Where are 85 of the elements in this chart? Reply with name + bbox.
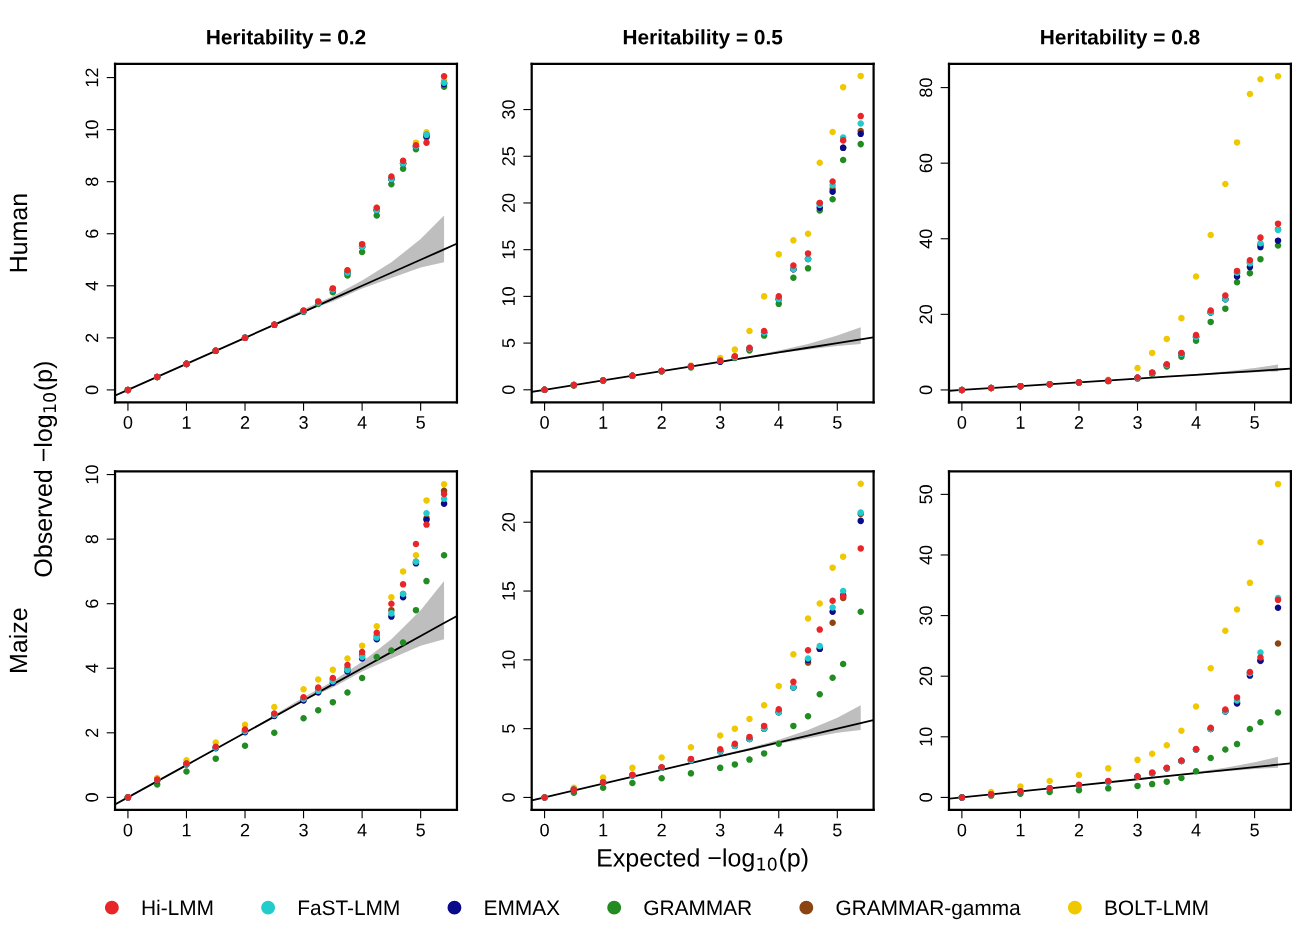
- x-tick-label: 1: [182, 416, 191, 429]
- legend-label: Hi-LMM: [142, 899, 213, 915]
- y-tick-label: 20: [502, 193, 515, 213]
- x-tick-label: 2: [657, 823, 666, 837]
- y-tick-label: 4: [85, 663, 99, 673]
- y-tick-label: 6: [85, 599, 99, 608]
- x-tick-label: 1: [599, 416, 608, 429]
- y-tick-label: 20: [502, 512, 515, 532]
- x-tick-label: 0: [540, 416, 549, 429]
- y-tick-label: 10: [85, 465, 99, 484]
- x-tick-label: 4: [357, 823, 367, 837]
- legend-label: EMMAX: [485, 900, 560, 915]
- legend-label: GRAMMAR: [644, 900, 752, 916]
- y-tick-label: 12: [85, 68, 99, 87]
- y-tick-label: 25: [502, 146, 515, 166]
- x-tick-label: 1: [182, 823, 191, 837]
- x-tick-label: 2: [240, 823, 250, 837]
- y-axis-title: Maize: [8, 608, 28, 672]
- legend-label: GRAMMAR-gamma: [836, 900, 1021, 920]
- x-tick-label: 5: [833, 416, 842, 429]
- x-tick-label: 2: [1074, 823, 1084, 837]
- x-tick-label: 2: [240, 416, 250, 429]
- x-tick-label: 2: [1074, 416, 1084, 429]
- x-tick-label: 0: [123, 416, 133, 429]
- y-tick-label: 5: [502, 724, 515, 733]
- y-tick-label: 30: [919, 606, 933, 625]
- y-tick-label: 20: [919, 666, 933, 686]
- y-tick-label: 10: [502, 287, 515, 306]
- x-tick-label: 4: [774, 823, 784, 837]
- y-tick-label: 60: [919, 153, 933, 173]
- legend-label: BOLT-LMM: [1105, 900, 1208, 916]
- y-tick-label: 10: [919, 727, 933, 746]
- y-tick-label: 0: [85, 385, 99, 395]
- y-tick-label: 40: [919, 545, 933, 565]
- y-tick-label: 8: [85, 534, 99, 544]
- x-tick-label: 0: [957, 823, 967, 837]
- x-tick-label: 5: [1250, 416, 1259, 429]
- x-tick-label: 5: [416, 823, 425, 837]
- y-tick-label: 80: [919, 78, 933, 97]
- y-tick-label: 30: [502, 100, 515, 119]
- y-tick-label: 15: [502, 581, 515, 600]
- x-axis-title: Expected −log$_{10}$(p): [598, 848, 808, 872]
- y-tick-label: 10: [502, 650, 515, 669]
- y-tick-label: 5: [502, 338, 515, 348]
- text: Observed −log$_{10}$(p): [33, 362, 58, 577]
- x-tick-label: 3: [299, 416, 308, 429]
- chart-title: Heritability = 0.8: [1041, 29, 1200, 49]
- x-tick-label: 4: [1191, 416, 1201, 429]
- legend-label: FaST-LMM: [298, 900, 399, 916]
- x-tick-label: 4: [357, 416, 367, 429]
- y-tick-label: 10: [85, 120, 99, 139]
- y-tick-label: 0: [919, 793, 933, 802]
- y-tick-label: 2: [85, 333, 99, 342]
- y-tick-label: 0: [919, 385, 933, 395]
- x-tick-label: 0: [540, 823, 549, 837]
- y-tick-label: 40: [919, 229, 933, 249]
- x-tick-label: 5: [833, 823, 842, 837]
- x-tick-label: 4: [774, 416, 784, 429]
- x-tick-label: 1: [1016, 823, 1025, 837]
- y-tick-label: 0: [502, 385, 515, 395]
- x-tick-label: 3: [1133, 416, 1142, 429]
- y-tick-label: 0: [502, 793, 515, 802]
- y-tick-label: 8: [85, 177, 99, 186]
- x-tick-label: 1: [599, 823, 608, 837]
- y-axis-title: Human: [9, 194, 28, 272]
- x-tick-label: 1: [1016, 416, 1025, 429]
- y-tick-label: 4: [85, 281, 99, 291]
- y-tick-label: 6: [85, 229, 99, 238]
- x-tick-label: 5: [416, 416, 425, 429]
- x-tick-label: 0: [123, 823, 133, 837]
- x-tick-label: 3: [1133, 823, 1142, 837]
- y-tick-label: 15: [502, 240, 515, 259]
- y-tick-label: 2: [85, 728, 99, 737]
- x-tick-label: 2: [657, 416, 666, 429]
- y-tick-label: 20: [919, 305, 933, 324]
- y-tick-label: 0: [85, 793, 99, 802]
- y-tick-label: 50: [919, 485, 933, 504]
- x-tick-label: 4: [1191, 823, 1201, 837]
- chart-title: Heritability = 0.5: [623, 29, 783, 49]
- chart-title: Heritability = 0.2: [207, 29, 366, 49]
- x-tick-label: 5: [1250, 823, 1259, 837]
- x-tick-label: 0: [957, 416, 967, 429]
- x-tick-label: 3: [299, 823, 308, 837]
- x-tick-label: 3: [715, 823, 725, 837]
- x-tick-label: 3: [715, 416, 725, 429]
